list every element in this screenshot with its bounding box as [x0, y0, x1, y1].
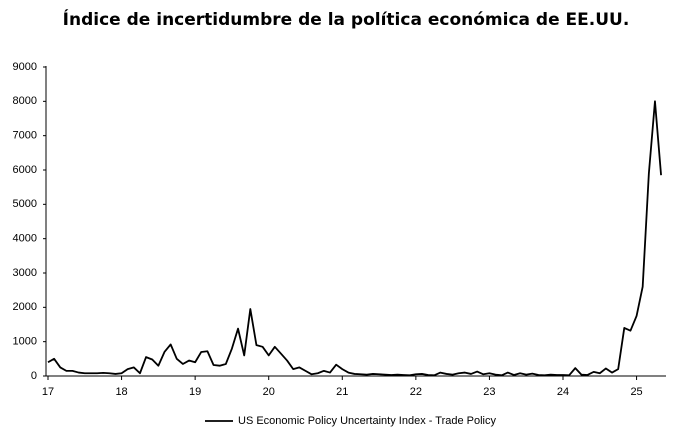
y-tick-label: 6000: [13, 164, 37, 176]
x-tick-label: 18: [115, 386, 127, 398]
y-tick-label: 2000: [13, 301, 37, 313]
series-line: [47, 100, 662, 377]
legend-label: US Economic Policy Uncertainty Index - T…: [238, 415, 496, 427]
x-tick-label: 20: [263, 386, 275, 398]
y-tick-label: 1000: [13, 336, 37, 348]
x-tick-label: 23: [483, 386, 495, 398]
y-tick-label: 9000: [13, 61, 37, 73]
y-tick-label: 5000: [13, 198, 37, 210]
x-tick-label: 22: [410, 386, 422, 398]
x-tick-label: 21: [336, 386, 348, 398]
x-tick-label: 17: [42, 386, 54, 398]
x-tick-label: 19: [189, 386, 201, 398]
y-tick-label: 3000: [13, 267, 37, 279]
chart-title: Índice de incertidumbre de la política e…: [63, 8, 630, 30]
x-tick-label: 25: [630, 386, 642, 398]
y-tick-label: 4000: [13, 233, 37, 245]
x-tick-label: 24: [557, 386, 569, 398]
y-tick-label: 7000: [13, 130, 37, 142]
y-tick-label: 8000: [13, 95, 37, 107]
y-tick-label: 0: [31, 370, 37, 382]
